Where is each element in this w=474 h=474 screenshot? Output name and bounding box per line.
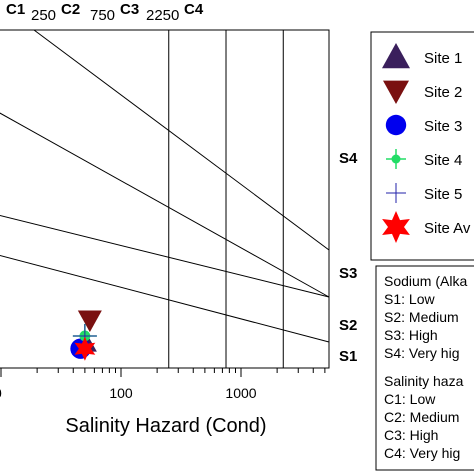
legend-label-site-av: Site Av xyxy=(424,220,471,237)
legend-marker-site-4 xyxy=(386,149,406,169)
legend-marker-site-5 xyxy=(386,183,406,203)
notes-sodium-item-1: S1: Low xyxy=(384,291,435,307)
notes-sodium-item-4: S4: Very hig xyxy=(384,345,460,361)
sodium-boundary-line-s3-s4 xyxy=(33,29,330,251)
boundary-label-2250: 2250 xyxy=(146,7,179,24)
x-tick-partial: 0 xyxy=(0,385,2,401)
sodium-boundary-line-s2-s3 xyxy=(0,214,330,298)
class-label-c3: C3 xyxy=(120,1,139,18)
legend-label-site-1: Site 1 xyxy=(424,50,462,67)
notes-salinity-item-3: C3: High xyxy=(384,427,438,443)
data-point-site-av xyxy=(74,336,96,361)
class-label-c1: C1 xyxy=(6,1,25,18)
notes-sodium-item-3: S3: High xyxy=(384,327,438,343)
x-tick-label-100: 100 xyxy=(109,385,133,401)
sodium-boundary-line-s2-s3-upper xyxy=(0,112,330,298)
notes-sodium-item-2: S2: Medium xyxy=(384,309,459,325)
legend-marker-site-2 xyxy=(383,80,409,104)
sodium-boundary-line-s1-s2 xyxy=(0,255,330,343)
legend-label-site-2: Site 2 xyxy=(424,84,462,101)
data-point-site-2 xyxy=(77,310,102,333)
legend-marker-site-1 xyxy=(382,43,410,69)
legend-label-site-5: Site 5 xyxy=(424,186,462,203)
notes-box xyxy=(375,265,474,471)
notes-salinity-item-2: C2: Medium xyxy=(384,409,459,425)
legend-label-site-3: Site 3 xyxy=(424,118,462,135)
x-axis-label: Salinity Hazard (Cond) xyxy=(65,415,266,437)
class-label-s3: S3 xyxy=(339,265,357,282)
class-label-c4: C4 xyxy=(184,1,204,18)
notes-salinity-item-4: C4: Very hig xyxy=(384,445,460,461)
legend-label-site-4: Site 4 xyxy=(424,152,462,169)
notes-sodium-title: Sodium (Alka xyxy=(384,273,467,289)
x-tick-label-1000: 1000 xyxy=(225,385,256,401)
class-label-s4: S4 xyxy=(339,150,358,167)
notes-salinity-title: Salinity haza xyxy=(384,373,464,389)
boundary-label-750: 750 xyxy=(90,7,115,24)
class-label-s1: S1 xyxy=(339,348,357,365)
class-label-s2: S2 xyxy=(339,317,357,334)
boundary-label-250: 250 xyxy=(31,7,56,24)
legend-marker-site-3 xyxy=(385,114,407,136)
class-label-c2: C2 xyxy=(61,1,80,18)
legend-marker-site-av xyxy=(382,211,410,243)
notes-salinity-item-1: C1: Low xyxy=(384,391,436,407)
plot-frame xyxy=(0,29,330,369)
